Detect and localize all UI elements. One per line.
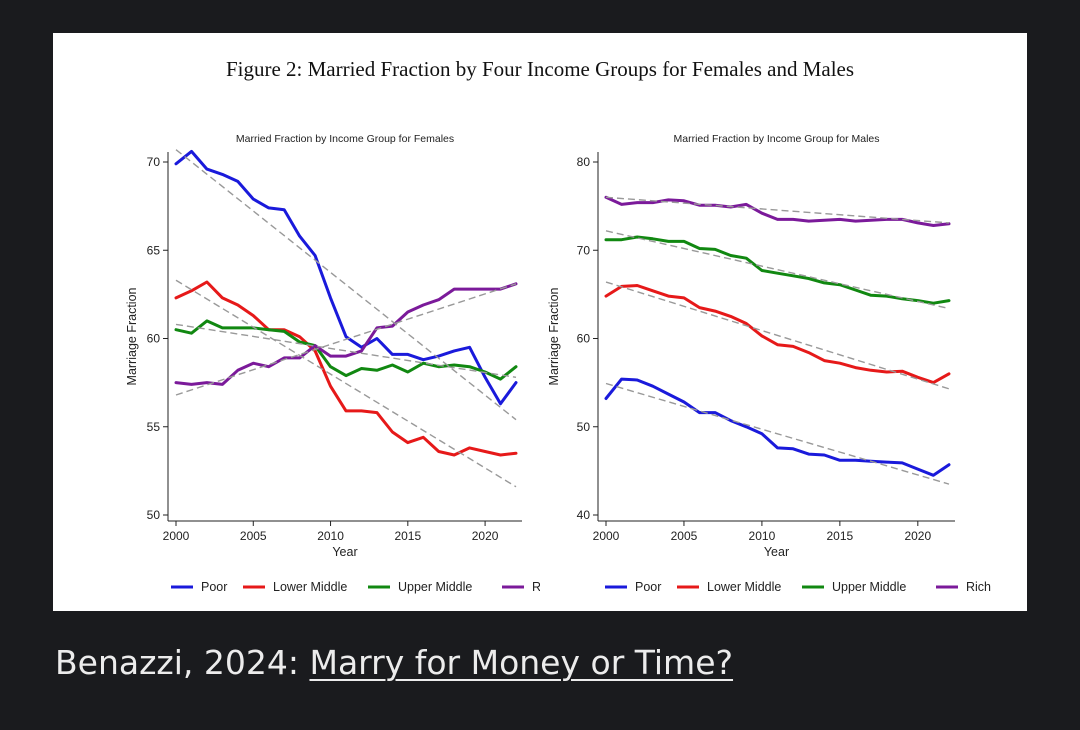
y-tick-label: 70 <box>577 243 591 257</box>
series-line-rich <box>174 282 518 386</box>
x-tick-label: 2010 <box>317 529 344 543</box>
x-axis-label: Year <box>332 545 357 559</box>
series-line-upper-middle <box>174 319 518 381</box>
y-tick-label: 50 <box>577 420 591 434</box>
y-tick-label: 60 <box>577 332 591 346</box>
trendline-rich <box>605 196 950 224</box>
x-tick-label: 2000 <box>163 529 190 543</box>
x-tick-label: 2015 <box>394 529 421 543</box>
legend-label: Poor <box>635 580 661 594</box>
trendline-upper-middle <box>175 323 517 379</box>
y-tick-label: 60 <box>147 332 161 346</box>
legend-label: Upper Middle <box>398 580 472 594</box>
chart-females: Married Fraction by Income Group for Fem… <box>125 133 540 594</box>
legend-label: Poor <box>201 580 227 594</box>
chart-males: Married Fraction by Income Group for Mal… <box>547 133 991 594</box>
legend-label: Lower Middle <box>273 580 347 594</box>
trendline-lower-middle <box>175 279 517 488</box>
x-tick-label: 2005 <box>240 529 267 543</box>
x-tick-label: 2000 <box>593 529 620 543</box>
x-axis-label: Year <box>764 545 789 559</box>
legend-label: Upper Middle <box>832 580 906 594</box>
y-tick-label: 50 <box>147 508 161 522</box>
trendline-rich <box>175 283 517 396</box>
x-tick-label: 2015 <box>827 529 854 543</box>
trendline-poor <box>175 149 517 421</box>
legend-label: Rich <box>966 580 991 594</box>
figure-title: Figure 2: Married Fraction by Four Incom… <box>225 57 855 81</box>
x-tick-label: 2005 <box>671 529 698 543</box>
legend-label: Rich <box>532 580 540 594</box>
trendline-lower-middle <box>605 281 950 390</box>
trendline-upper-middle <box>605 230 950 310</box>
y-tick-label: 70 <box>147 155 161 169</box>
series-line-upper-middle <box>604 235 951 305</box>
y-axis-label: Marriage Fraction <box>547 287 561 385</box>
y-tick-label: 65 <box>147 243 161 257</box>
legend-label: Lower Middle <box>707 580 781 594</box>
caption-prefix: Benazzi, 2024: <box>55 643 310 682</box>
x-tick-label: 2020 <box>472 529 499 543</box>
trendline-poor <box>605 382 950 485</box>
caption: Benazzi, 2024: Marry for Money or Time? <box>55 643 733 682</box>
paper-link[interactable]: Marry for Money or Time? <box>309 643 734 682</box>
x-tick-label: 2010 <box>749 529 776 543</box>
series-line-poor <box>604 377 951 477</box>
series-line-rich <box>604 195 951 227</box>
panel-title: Married Fraction by Income Group for Fem… <box>236 133 454 145</box>
panel-title: Married Fraction by Income Group for Mal… <box>674 133 880 145</box>
y-tick-label: 80 <box>577 155 591 169</box>
x-tick-label: 2020 <box>904 529 931 543</box>
series-line-poor <box>174 149 518 406</box>
y-tick-label: 40 <box>577 508 591 522</box>
y-axis-label: Marriage Fraction <box>125 287 139 385</box>
y-tick-label: 55 <box>147 420 161 434</box>
series-line-lower-middle <box>604 284 951 385</box>
figure-card: Figure 2: Married Fraction by Four Incom… <box>53 33 1027 611</box>
series-line-lower-middle <box>174 280 518 457</box>
